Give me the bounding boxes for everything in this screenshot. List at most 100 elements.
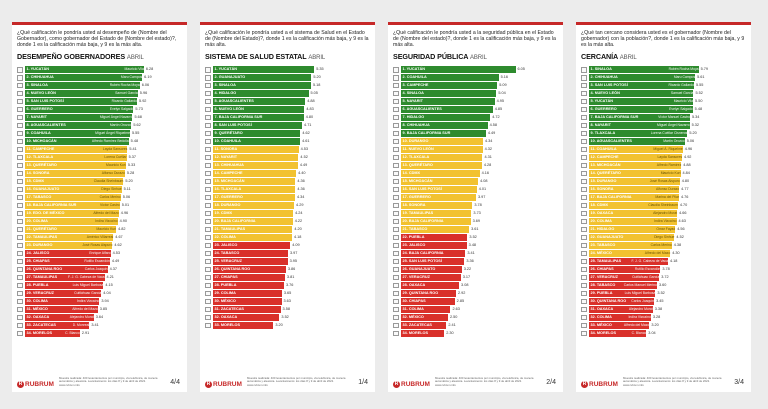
bar-row: 29. VERACRUZ Cuitláhuac García 4.04 <box>17 290 182 298</box>
bar-list: 1. SINALOA Rubén Rocha Moya 5.79 2. CHIHUAH… <box>581 66 746 337</box>
bar-value-label: 5.28 <box>126 171 135 176</box>
bar-governor-label: Samuel García <box>670 91 694 96</box>
bar-state-label: 33. ZACATECAS <box>402 322 432 327</box>
bar-row: 2. GUANAJUATO 5.20 <box>205 74 370 82</box>
bar-state-label: 30. MÉXICO <box>214 299 236 304</box>
bar-row: 24. MÉXICO Alfredo del Mazo 4.30 <box>581 250 746 258</box>
bar: 29. PUEBLA Luis Miguel Barbosa 3.52 <box>588 290 665 297</box>
bar-value-label: 5.18 <box>312 83 321 88</box>
bar: 8. AGUASCALIENTES Martín Orozco 5.62 <box>24 122 141 129</box>
chart-title-text: SISTEMA DE SALUD ESTATAL <box>205 52 309 61</box>
bar: 15. CDMX Claudia Sheinbaum 5.20 <box>24 178 133 185</box>
chart-title: SISTEMA DE SALUD ESTATAL ABRIL <box>205 52 370 61</box>
bar-state-label: 6. NUEVO LEÓN <box>214 107 244 112</box>
bar-state-label: 12. TLAXCALA <box>26 155 54 160</box>
methodology-note: Muestra realizada: 400 levantamientos po… <box>435 375 534 387</box>
state-flag-icon <box>393 234 399 241</box>
bar-governor-label: F. J. G. Cabeza de Vaca <box>631 259 668 264</box>
bar: 23. DURANGO José Rosas Aispuro 4.62 <box>24 242 122 249</box>
bar-state-label: 31. MÉXICO <box>26 307 48 311</box>
bar: 9. BAJA CALIFORNIA SUR 4.49 <box>400 130 495 137</box>
state-flag-icon <box>393 306 399 313</box>
bar-value-label: 4.49 <box>299 163 308 168</box>
bar-row: 34. MORELOS 2.30 <box>393 329 558 337</box>
state-flag-icon <box>205 202 211 209</box>
bar: 7. BAJA CALIFORNIA SUR Víctor Manuel Cast… <box>588 114 699 121</box>
bar-row: 28. TABASCO Carlos Manuel Merino 3.60 <box>581 282 746 290</box>
state-flag-icon <box>17 75 23 81</box>
bar: 6. GUERRERO Evelyn Salgado 5.48 <box>588 106 702 113</box>
chart-title-text: CERCANÍA <box>581 52 620 61</box>
state-flag-icon <box>581 250 587 257</box>
bar: 11. CAMPECHE Layda Sansores 5.41 <box>24 146 137 153</box>
top-rule <box>12 22 187 25</box>
methodology-note: Muestra realizada: 400 levantamientos po… <box>247 375 346 387</box>
bar-value-label: 3.28 <box>652 314 661 319</box>
state-flag-icon <box>17 274 23 281</box>
bar-governor-label: Alejandro Murat <box>628 307 653 311</box>
bar-governor-label: Evelyn Salgado <box>109 107 134 112</box>
bar: 32. MÉXICO 2.50 <box>400 313 457 321</box>
bar: 30. COLIMA Indira Vizcaíno 3.94 <box>24 298 109 305</box>
state-flag-icon <box>205 306 211 313</box>
bar-value-label: 5.52 <box>695 91 703 96</box>
state-flag-icon <box>393 170 399 177</box>
rubrum-logo-icon: R <box>17 380 24 388</box>
bar-row: 33. MORELOS 3.20 <box>205 321 370 330</box>
bar-value-label: 4.71 <box>304 123 312 128</box>
state-flag-icon <box>393 274 399 281</box>
bar-value-label: 4.18 <box>293 235 302 240</box>
state-flag-icon <box>17 250 23 257</box>
bar: 27. CHIAPAS 3.81 <box>212 274 294 281</box>
state-flag-icon <box>581 226 587 233</box>
state-flag-icon <box>581 154 587 161</box>
rubrum-logo-text: RUBRUM <box>25 381 54 388</box>
bar-state-label: 12. CAMPECHE <box>590 155 619 160</box>
bar: 7. HIDALGO 4.72 <box>400 114 500 121</box>
state-flag-icon <box>581 138 587 145</box>
bar: 2. GUANAJUATO 5.20 <box>212 74 321 82</box>
bar-row: 8. CHIHUAHUA 4.58 <box>393 122 558 130</box>
survey-question: ¿Qué calificación le pondría usted a la … <box>393 30 556 49</box>
bar-state-label: 13. MICHOACÁN <box>590 163 621 168</box>
bar-state-label: 18. BAJA CALIFORNIA SUR <box>26 203 77 208</box>
bar-state-label: 3. SINALOA <box>214 83 236 88</box>
bar: 27. TAMAULIPAS F. J. G. Cabeza de Vaca 4.2… <box>24 274 114 281</box>
state-flag-icon <box>393 75 399 81</box>
bar-row: 22. PUEBLA 3.52 <box>393 234 558 242</box>
bar: 1. YUCATÁN 6.05 <box>400 66 525 74</box>
bar-state-label: 28. PUEBLA <box>26 283 49 288</box>
bar-governor-label: Alfredo del Mazo <box>623 322 650 327</box>
bar-row: 27. TAMAULIPAS F. J. G. Cabeza de Vaca 4.2… <box>17 274 182 282</box>
top-rule <box>388 22 563 25</box>
bar-governor-label: Samuel García <box>115 91 138 96</box>
bar-value-label: 6.19 <box>144 75 152 80</box>
bar-governor-label: Miguel Ángel Navarro <box>657 123 690 128</box>
bar-value-label: 4.29 <box>296 203 304 208</box>
state-flag-icon <box>205 122 211 129</box>
bar-state-label: 1. SINALOA <box>590 67 612 72</box>
bar-list: 1. YUCATÁN 5.35 2. GUANAJUATO 5.20 3. SINALO… <box>205 66 370 329</box>
bar-state-label: 4. SINALOA <box>402 91 424 96</box>
bar-governor-label: Lorena Cuéllar Cisneros <box>650 131 688 136</box>
bar-state-label: 4. NUEVO LEÓN <box>26 91 56 96</box>
bar: 1. YUCATÁN 5.35 <box>212 66 324 74</box>
bar-value-label: 5.20 <box>313 75 321 80</box>
bar: 4. NUEVO LEÓN Samuel García 5.96 <box>24 90 147 98</box>
bar-row: 1. YUCATÁN 6.05 <box>393 66 558 74</box>
bar-value-label: 3.45 <box>656 299 664 304</box>
bar-state-label: 16. GUANAJUATO <box>26 187 60 192</box>
bar: 23. TABASCO Carlos Merino 4.38 <box>588 242 681 249</box>
rubrum-logo-icon: R <box>393 380 400 388</box>
bar-state-label: 15. DURANGO <box>590 179 617 184</box>
bar: 23. JALISCO 4.09 <box>212 242 300 249</box>
bar-value-label: 4.62 <box>114 243 122 248</box>
bar-row: 23. JALISCO 3.48 <box>393 242 558 250</box>
bar-row: 5. AGUASCALIENTES 4.88 <box>205 98 370 106</box>
bar-value-label: 5.61 <box>697 75 705 80</box>
bar-row: 30. CHIAPAS 2.85 <box>393 298 558 306</box>
bar-value-label: 4.30 <box>672 251 680 256</box>
bar: 15. MICHOACÁN 4.36 <box>212 178 305 185</box>
bar: 27. VERACRUZ Cuitláhuac García 3.72 <box>588 274 669 281</box>
bar-value-label: 3.04 <box>648 330 656 335</box>
